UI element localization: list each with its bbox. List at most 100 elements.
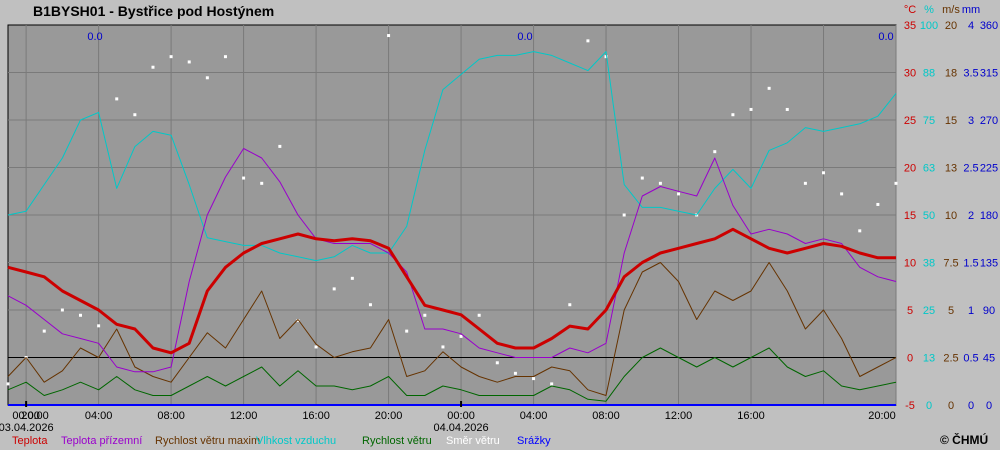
- x-tick-label: 04:00: [85, 410, 113, 422]
- axis-tick-label: 7.5: [943, 258, 958, 270]
- axis-tick-label: 90: [983, 305, 995, 317]
- x-tick-label: 20:00: [21, 410, 49, 422]
- axis-tick-label: 1.5: [963, 258, 978, 270]
- wind-direction-point: [151, 65, 155, 69]
- axis-tick-label: 20: [945, 20, 957, 32]
- axis-tick-label: 0: [926, 400, 932, 412]
- wind-direction-point: [97, 324, 101, 328]
- precip-total-label: 0.0: [517, 31, 532, 43]
- wind-direction-point: [332, 287, 336, 291]
- x-tick-label: 00:00: [447, 410, 475, 422]
- axis-tick-label: 10: [945, 210, 957, 222]
- wind-direction-point: [822, 171, 826, 175]
- axis-unit: m/s: [942, 4, 960, 16]
- precip-total-label: 0.0: [878, 31, 893, 43]
- wind-direction-point: [513, 371, 517, 375]
- wind-direction-point: [405, 329, 409, 333]
- wind-direction-point: [459, 334, 463, 338]
- axis-tick-label: 63: [923, 163, 935, 175]
- wind-direction-point: [767, 86, 771, 90]
- wind-direction-point: [223, 55, 227, 59]
- axis-tick-label: 180: [980, 210, 998, 222]
- axis-unit: %: [924, 4, 934, 16]
- wind-direction-point: [278, 144, 282, 148]
- series-line-ground_temp: [7, 148, 897, 373]
- wind-direction-point: [677, 192, 681, 196]
- axis-tick-label: -5: [905, 400, 915, 412]
- axis-tick-label: 15: [945, 115, 957, 127]
- chart-title: B1BYSH01 - Bystřice pod Hostýnem: [33, 3, 274, 19]
- wind-direction-point: [568, 303, 572, 307]
- x-tick-label: 16:00: [737, 410, 765, 422]
- wind-direction-point: [423, 313, 427, 317]
- wind-direction-point: [78, 313, 82, 317]
- axis-tick-label: 13: [923, 353, 935, 365]
- legend-item: Teplota: [12, 435, 48, 447]
- wind-direction-point: [586, 39, 590, 43]
- axis-tick-label: 3.5: [963, 68, 978, 80]
- wind-direction-point: [495, 361, 499, 365]
- copyright: © ČHMÚ: [940, 432, 988, 447]
- axis-unit: mm: [962, 4, 980, 16]
- wind-direction-point: [894, 181, 898, 185]
- wind-direction-point: [6, 382, 10, 386]
- grid: [8, 25, 897, 405]
- axis-tick-label: 20: [904, 163, 916, 175]
- axis-tick-label: 3: [968, 115, 974, 127]
- axis-tick-label: 50: [923, 210, 935, 222]
- precip-total-label: 0.0: [87, 31, 102, 43]
- wind-direction-point: [840, 192, 844, 196]
- axis-tick-label: 0: [948, 400, 954, 412]
- date-label: 03.04.2026: [0, 422, 54, 434]
- axis-tick-label: 10: [904, 258, 916, 270]
- wind-direction-point: [60, 308, 64, 312]
- axis-tick-label: 0: [968, 400, 974, 412]
- wind-direction-point: [622, 213, 626, 217]
- axis-tick-label: 100: [920, 20, 938, 32]
- series-layer: [6, 34, 898, 406]
- axis-tick-label: 315: [980, 68, 998, 80]
- wind-direction-point: [187, 60, 191, 64]
- axis-tick-label: 0: [986, 400, 992, 412]
- wind-direction-point: [387, 34, 391, 38]
- x-tick-label: 08:00: [592, 410, 620, 422]
- x-tick-label: 08:00: [157, 410, 185, 422]
- axis-tick-label: 25: [904, 115, 916, 127]
- wind-direction-point: [749, 107, 753, 111]
- wind-direction-point: [115, 97, 119, 101]
- wind-direction-point: [350, 276, 354, 280]
- x-tick-label: 00:00: [12, 410, 40, 422]
- axis-tick-label: 270: [980, 115, 998, 127]
- wind-direction-point: [169, 55, 173, 59]
- wind-direction-point: [368, 303, 372, 307]
- axis-tick-label: 135: [980, 258, 998, 270]
- axis-tick-label: 1: [968, 305, 974, 317]
- wind-direction-point: [731, 113, 735, 117]
- axis-labels: 0.0 0.0 0.0°C35302520151050-5%100887563503…: [87, 4, 998, 412]
- axis-tick-label: 2.5: [963, 163, 978, 175]
- wind-direction-point: [477, 313, 481, 317]
- axis-tick-label: 35: [904, 20, 916, 32]
- axis-tick-label: 13: [945, 163, 957, 175]
- axis-tick-label: 25: [923, 305, 935, 317]
- axis-tick-label: 75: [923, 115, 935, 127]
- axis-tick-label: 0.5: [963, 353, 978, 365]
- legend-item: Vlhkost vzduchu: [256, 435, 336, 447]
- wind-direction-point: [314, 345, 318, 349]
- wind-direction-point: [876, 202, 880, 206]
- legend-item: Srážky: [517, 435, 551, 447]
- axis-tick-label: 2: [968, 210, 974, 222]
- x-tick-label: 16:00: [302, 410, 330, 422]
- x-tick-label: 04:00: [520, 410, 548, 422]
- wind-direction-point: [532, 377, 536, 381]
- legend-item: Rychlost větru: [362, 435, 432, 447]
- wind-direction-point: [441, 345, 445, 349]
- wind-direction-point: [550, 382, 554, 386]
- series-line-temp: [7, 227, 896, 355]
- wind-direction-point: [42, 329, 46, 333]
- axis-tick-label: 0: [907, 353, 913, 365]
- axis-tick-label: 2.5: [943, 353, 958, 365]
